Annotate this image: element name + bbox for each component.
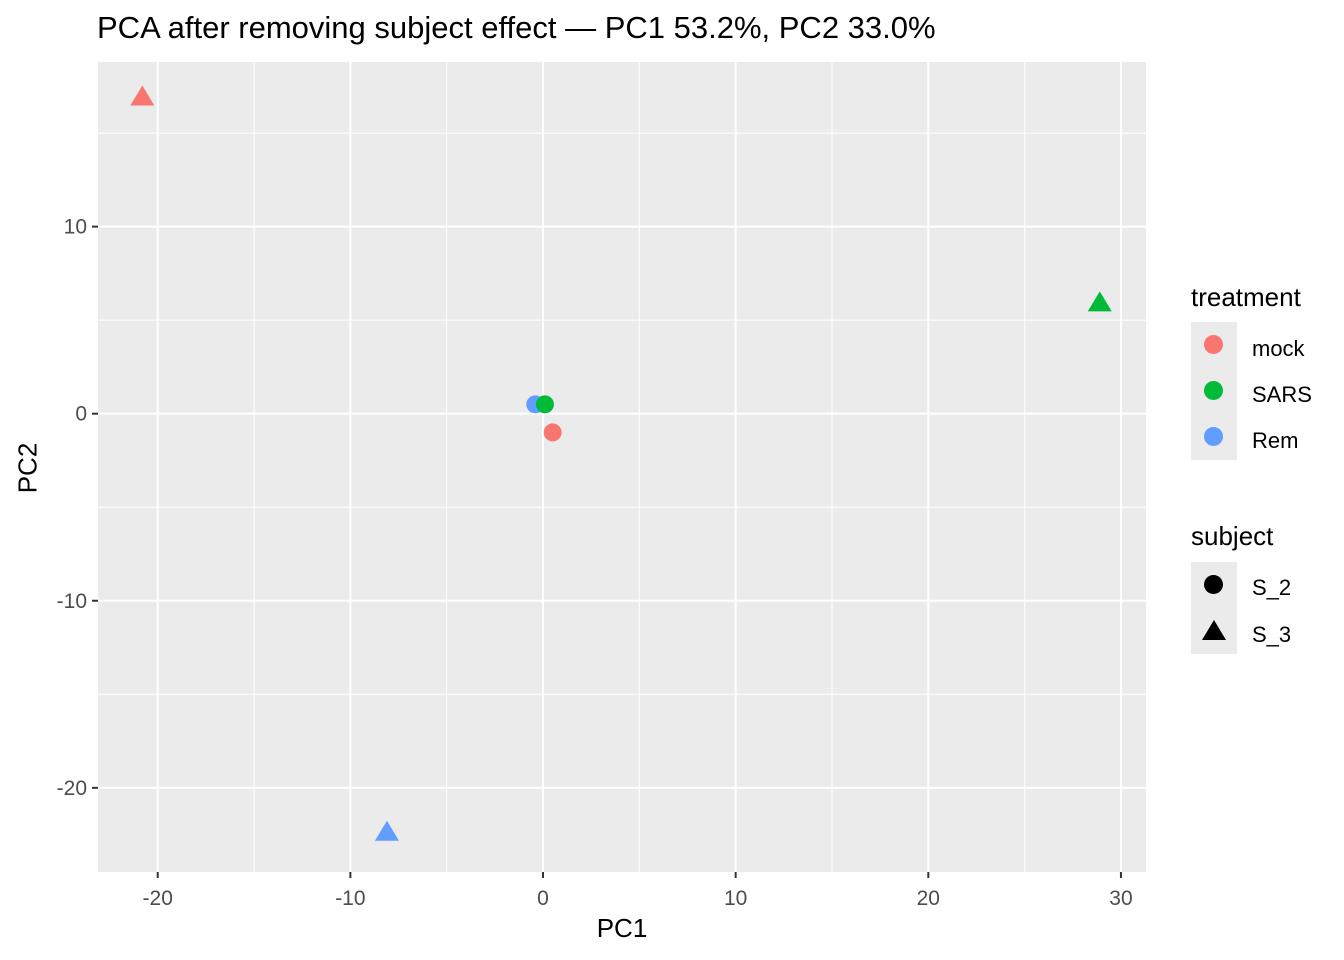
legend-subject-title: subject	[1191, 521, 1274, 551]
chart-title: PCA after removing subject effect — PC1 …	[97, 10, 936, 45]
minor-gridlines	[98, 62, 1146, 872]
legend-label-s2: S_2	[1252, 575, 1292, 600]
legend-treatment-title: treatment	[1191, 282, 1301, 312]
major-gridlines	[98, 62, 1146, 872]
axis-ticks	[92, 225, 1122, 878]
x-tick-label: -10	[335, 887, 365, 910]
x-tick-label: 0	[537, 887, 549, 910]
legend-key-mock	[1191, 322, 1237, 368]
y-tick-label: 10	[64, 216, 87, 239]
x-axis-label: PC1	[596, 913, 648, 943]
legend-swatch-rem	[1204, 427, 1223, 446]
point-rem-s3	[374, 820, 399, 841]
legend-circle-symbol	[1204, 575, 1223, 594]
legend-label-s3: S_3	[1252, 622, 1292, 647]
legend-label-sars: SARS	[1252, 382, 1312, 407]
y-tick-label: -10	[57, 590, 87, 613]
point-sars-s2	[535, 395, 554, 414]
x-tick-label: 10	[724, 887, 747, 910]
x-tick-label: 20	[917, 887, 940, 910]
legend-treatment-keys	[1191, 322, 1237, 460]
tick-labels: -20 -10 0 10 20 30 -20 -10 0 10	[57, 216, 1133, 910]
x-tick-label: -20	[143, 887, 173, 910]
legend-swatch-mock	[1204, 335, 1223, 354]
y-axis-label: PC2	[12, 442, 43, 494]
point-sars-s3	[1087, 291, 1112, 312]
legend-subject-keys	[1191, 562, 1237, 654]
x-tick-label: 30	[1109, 887, 1132, 910]
point-mock-s3	[130, 85, 155, 106]
legend-key-s3	[1191, 608, 1237, 654]
point-mock-s2	[543, 423, 562, 442]
legend-label-mock: mock	[1252, 336, 1305, 361]
plot-panel	[98, 62, 1146, 872]
y-tick-label: 0	[75, 403, 87, 426]
legend-key-rem	[1191, 414, 1237, 460]
y-tick-label: -20	[57, 777, 87, 800]
legend-key-sars	[1191, 368, 1237, 414]
legend-swatch-sars	[1204, 381, 1223, 400]
legend-key-s2	[1191, 562, 1237, 608]
data-points	[130, 85, 1112, 841]
legend-triangle-symbol	[1202, 620, 1226, 640]
legend-label-rem: Rem	[1252, 428, 1299, 453]
